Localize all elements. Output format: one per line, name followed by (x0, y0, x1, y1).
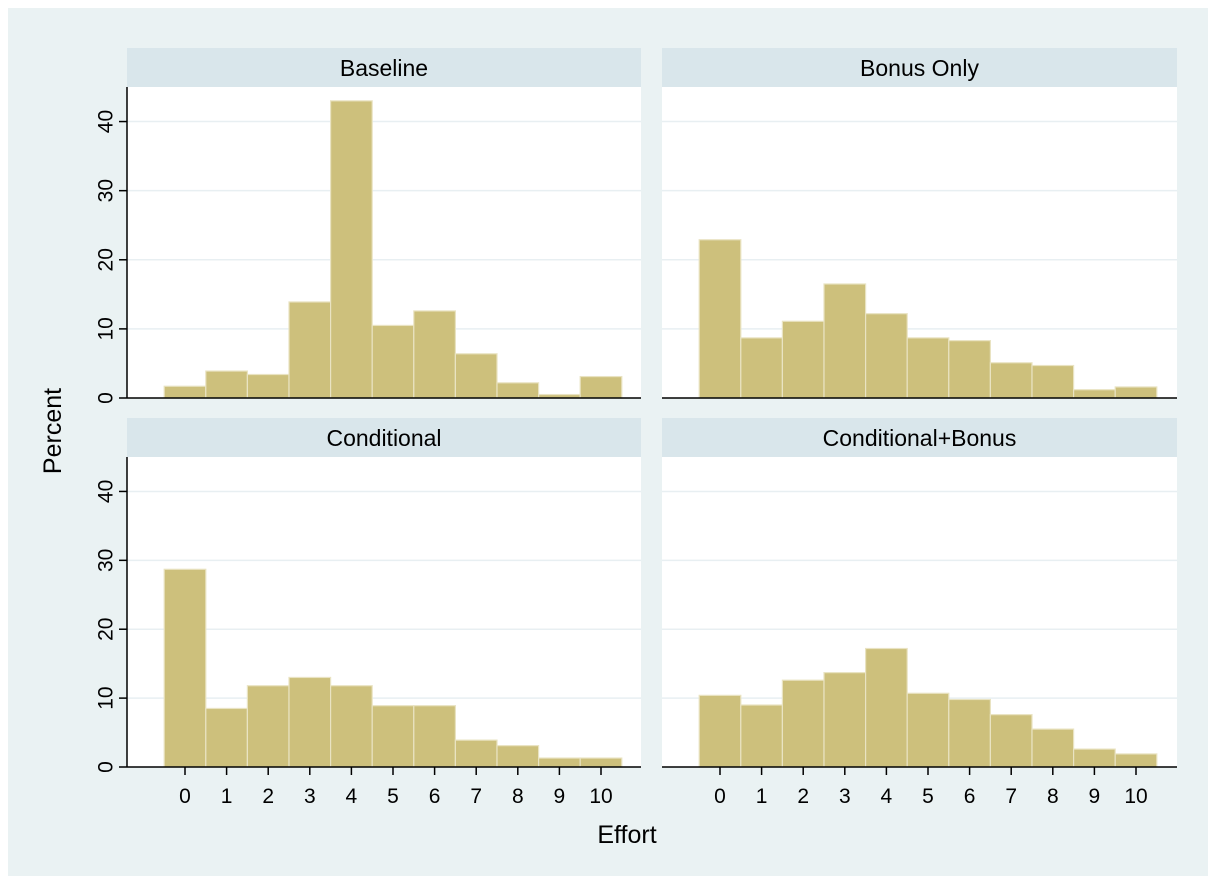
panel-strip (662, 418, 1177, 457)
bar-effort-6 (413, 705, 456, 768)
panel-2: Bonus Only (662, 48, 1177, 399)
y-tick-label: 20 (94, 618, 117, 641)
bar-effort-0 (163, 385, 207, 399)
y-axis-label: Percent (39, 388, 67, 474)
x-tick-label: 3 (839, 785, 851, 808)
y-tick-label: 10 (94, 686, 117, 709)
bar-effort-0 (698, 694, 742, 768)
bar-effort-6 (948, 340, 991, 399)
bar-effort-1 (205, 370, 249, 399)
y-tick-label: 0 (94, 392, 117, 404)
x-tick-label: 4 (881, 785, 893, 808)
x-tick-label: 8 (1047, 785, 1059, 808)
bar-effort-1 (205, 707, 249, 768)
bar-effort-4 (330, 100, 373, 399)
panel-title: Conditional (326, 425, 441, 451)
x-tick-label: 6 (964, 785, 976, 808)
bar-effort-2 (781, 679, 825, 768)
bar-effort-5 (906, 692, 950, 768)
x-tick-label: 10 (1124, 785, 1147, 808)
bar-effort-8 (1031, 728, 1075, 768)
bar-effort-9 (1072, 748, 1116, 768)
x-tick-label: 10 (589, 785, 612, 808)
x-tick-label: 5 (922, 785, 934, 808)
x-tick-label: 5 (387, 785, 399, 808)
x-tick-label: 6 (429, 785, 441, 808)
bar-effort-2 (246, 685, 290, 768)
bar-effort-1 (740, 704, 783, 768)
x-tick-label: 7 (470, 785, 482, 808)
x-axis-label: Effort (597, 821, 656, 849)
x-tick-label: 0 (179, 785, 191, 808)
bar-effort-2 (246, 373, 290, 399)
x-tick-label: 4 (346, 785, 358, 808)
bar-effort-9 (537, 757, 581, 768)
x-tick-label: 0 (714, 785, 726, 808)
panel-strip (127, 48, 641, 87)
bar-effort-0 (163, 568, 207, 768)
bar-effort-3 (823, 672, 867, 768)
bar-effort-6 (948, 698, 991, 768)
y-tick-label: 40 (94, 110, 117, 133)
bar-effort-5 (906, 337, 950, 399)
y-tick-label: 30 (94, 549, 117, 572)
bar-effort-8 (496, 382, 540, 399)
bar-effort-3 (823, 283, 867, 399)
y-tick-label: 40 (94, 480, 117, 503)
panel-3: Conditional 0 10 20 30 40 0 1 2 3 4 5 6 7 8 9 10 (94, 418, 641, 808)
x-tick-label: 1 (221, 785, 233, 808)
bar-effort-10 (1114, 753, 1158, 768)
bar-effort-9 (1072, 389, 1116, 399)
bar-effort-8 (496, 745, 540, 768)
panel-title: Conditional+Bonus (823, 425, 1017, 451)
bar-effort-5 (371, 705, 415, 768)
bar-effort-3 (288, 676, 332, 768)
x-tick-label: 2 (797, 785, 809, 808)
panel-strip (662, 48, 1177, 87)
bar-effort-2 (781, 320, 825, 399)
y-tick-label: 0 (94, 761, 117, 773)
bar-effort-7 (454, 353, 498, 399)
x-tick-label: 2 (262, 785, 274, 808)
bar-effort-10 (1114, 386, 1158, 399)
panel-strip (127, 418, 641, 457)
x-tick-label: 9 (1089, 785, 1101, 808)
y-tick-label: 10 (94, 317, 117, 340)
bar-effort-6 (413, 310, 456, 399)
x-tick-label: 7 (1005, 785, 1017, 808)
bar-effort-1 (740, 337, 783, 399)
bar-effort-7 (454, 739, 498, 768)
x-tick-label: 3 (304, 785, 316, 808)
panel-4: Conditional+Bonus 0 1 2 3 4 5 6 7 8 9 10 (662, 418, 1177, 808)
bar-effort-7 (989, 714, 1033, 768)
x-tick-label: 8 (512, 785, 524, 808)
panel-1: Baseline 0 10 20 30 40 (94, 48, 641, 404)
x-tick-label: 1 (756, 785, 768, 808)
panel-title: Baseline (340, 55, 428, 81)
y-tick-label: 30 (94, 179, 117, 202)
bar-effort-4 (864, 647, 908, 768)
bar-effort-7 (989, 362, 1033, 399)
bar-effort-8 (1031, 364, 1075, 399)
bar-effort-4 (864, 313, 908, 399)
x-tick-label: 9 (554, 785, 566, 808)
bar-effort-3 (288, 301, 332, 399)
panel-title: Bonus Only (860, 55, 979, 81)
bar-effort-5 (371, 324, 415, 399)
bar-effort-4 (330, 685, 373, 768)
y-tick-label: 20 (94, 248, 117, 271)
bar-effort-0 (698, 239, 742, 399)
bar-effort-10 (579, 375, 623, 399)
bar-effort-10 (579, 757, 623, 768)
